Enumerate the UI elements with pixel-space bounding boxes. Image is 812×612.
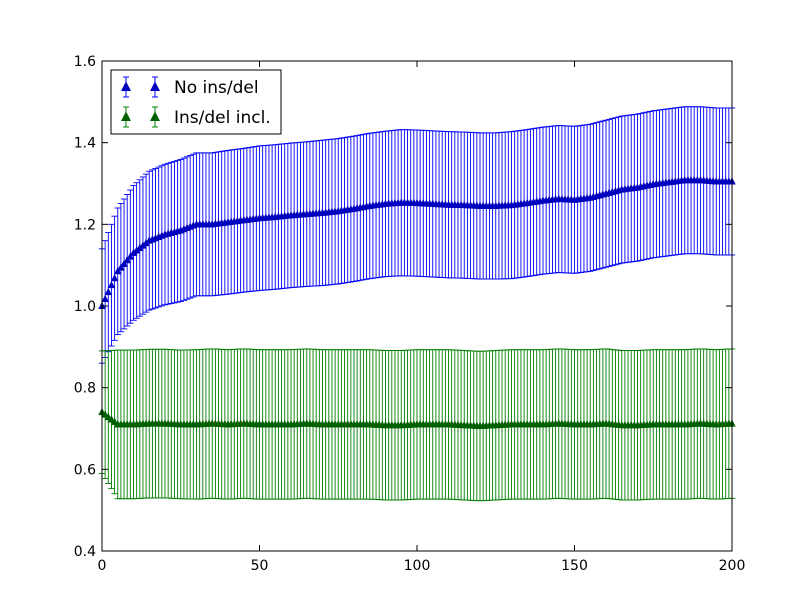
x-tick-label: 0 — [98, 558, 107, 574]
data-point-marker — [123, 256, 131, 264]
series-1 — [98, 348, 736, 502]
markers-1 — [98, 407, 736, 430]
y-tick-label: 0.4 — [74, 544, 96, 560]
markers-0 — [98, 175, 736, 310]
series-layer — [98, 106, 736, 502]
legend-entry-1: Ins/del incl. — [121, 106, 271, 128]
y-tick-label: 1.4 — [74, 136, 96, 152]
legend-entry-0: No ins/del — [121, 76, 259, 98]
y-tick-label: 1.2 — [74, 217, 96, 233]
data-point-marker — [101, 294, 109, 303]
data-point-marker — [104, 412, 113, 421]
x-tick-label: 100 — [404, 558, 431, 574]
series-0 — [98, 106, 736, 364]
y-tick-label: 1.6 — [74, 54, 96, 70]
x-tick-label: 50 — [251, 558, 269, 574]
x-tick-label: 200 — [719, 558, 746, 574]
data-point-marker — [107, 415, 116, 423]
data-point-marker — [110, 417, 119, 425]
legend-marker — [121, 111, 131, 122]
legend: No ins/del Ins/del incl. — [110, 69, 282, 135]
y-tick-label: 1.0 — [74, 299, 96, 315]
axes-layer: 0 50 100 150 200 0.4 0.6 0.8 1.0 1.2 1.4 1.6 — [74, 54, 746, 574]
legend-box — [110, 69, 282, 135]
data-point-marker — [107, 280, 116, 289]
y-tick-label: 0.6 — [74, 462, 96, 478]
legend-label: Ins/del incl. — [174, 108, 271, 128]
legend-marker — [150, 81, 160, 92]
y-tick-label: 0.8 — [74, 381, 96, 397]
x-tick-label: 150 — [561, 558, 588, 574]
data-point-marker — [110, 273, 119, 282]
data-point-marker — [117, 263, 125, 271]
data-point-marker — [120, 259, 128, 267]
data-point-marker — [104, 287, 113, 296]
data-point-marker — [126, 252, 135, 260]
legend-marker — [121, 81, 131, 92]
data-point-marker — [101, 410, 109, 418]
legend-marker — [150, 111, 160, 122]
data-point-marker — [114, 267, 122, 275]
legend-label: No ins/del — [174, 78, 259, 98]
